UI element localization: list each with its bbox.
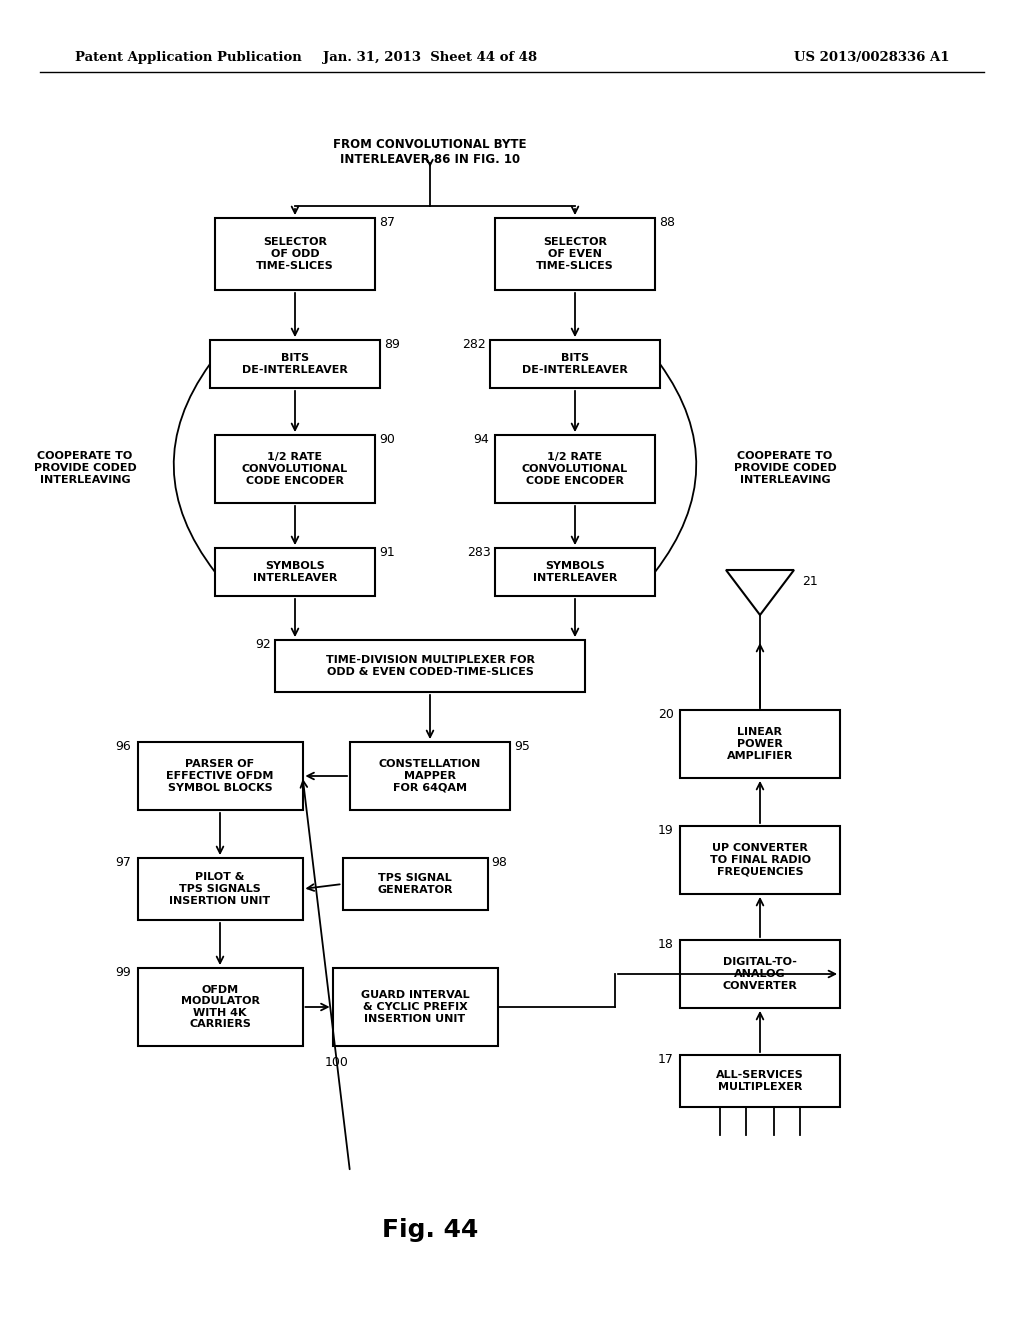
Bar	[342, 858, 487, 909]
Bar	[137, 742, 302, 810]
Text: BITS
DE-INTERLEAVER: BITS DE-INTERLEAVER	[242, 354, 348, 375]
Bar	[275, 640, 585, 692]
Text: DIGITAL-TO-
ANALOG
CONVERTER: DIGITAL-TO- ANALOG CONVERTER	[723, 957, 798, 990]
Text: PARSER OF
EFFECTIVE OFDM
SYMBOL BLOCKS: PARSER OF EFFECTIVE OFDM SYMBOL BLOCKS	[166, 759, 273, 792]
Bar	[680, 710, 840, 777]
Text: 92: 92	[255, 638, 270, 651]
Bar	[137, 858, 302, 920]
Text: Patent Application Publication: Patent Application Publication	[75, 51, 302, 65]
Text: Jan. 31, 2013  Sheet 44 of 48: Jan. 31, 2013 Sheet 44 of 48	[323, 51, 537, 65]
Text: 99: 99	[116, 966, 131, 979]
Text: 91: 91	[379, 546, 394, 558]
Text: 94: 94	[473, 433, 488, 446]
Text: 283: 283	[467, 546, 490, 558]
Text: CONSTELLATION
MAPPER
FOR 64QAM: CONSTELLATION MAPPER FOR 64QAM	[379, 759, 481, 792]
Text: 21: 21	[802, 576, 818, 587]
Text: 17: 17	[658, 1053, 674, 1067]
Text: SELECTOR
OF ODD
TIME-SLICES: SELECTOR OF ODD TIME-SLICES	[256, 238, 334, 271]
Text: 89: 89	[384, 338, 400, 351]
Bar	[215, 548, 375, 597]
Text: 100: 100	[325, 1056, 348, 1069]
Bar	[495, 548, 655, 597]
Text: TIME-DIVISION MULTIPLEXER FOR
ODD & EVEN CODED-TIME-SLICES: TIME-DIVISION MULTIPLEXER FOR ODD & EVEN…	[326, 655, 535, 677]
Text: Fig. 44: Fig. 44	[382, 1218, 478, 1242]
Bar	[495, 436, 655, 503]
Text: 1/2 RATE
CONVOLUTIONAL
CODE ENCODER: 1/2 RATE CONVOLUTIONAL CODE ENCODER	[522, 453, 628, 486]
Text: 88: 88	[659, 216, 675, 228]
Bar	[680, 826, 840, 894]
Bar	[350, 742, 510, 810]
Bar	[333, 968, 498, 1045]
Bar	[215, 436, 375, 503]
Text: OFDM
MODULATOR
WITH 4K
CARRIERS: OFDM MODULATOR WITH 4K CARRIERS	[180, 985, 259, 1030]
Bar	[137, 968, 302, 1045]
Text: LINEAR
POWER
AMPLIFIER: LINEAR POWER AMPLIFIER	[727, 727, 794, 760]
Bar	[495, 218, 655, 290]
Text: 90: 90	[379, 433, 395, 446]
Text: BITS
DE-INTERLEAVER: BITS DE-INTERLEAVER	[522, 354, 628, 375]
Text: COOPERATE TO
PROVIDE CODED
INTERLEAVING: COOPERATE TO PROVIDE CODED INTERLEAVING	[34, 451, 136, 484]
Text: US 2013/0028336 A1: US 2013/0028336 A1	[795, 51, 950, 65]
Text: COOPERATE TO
PROVIDE CODED
INTERLEAVING: COOPERATE TO PROVIDE CODED INTERLEAVING	[733, 451, 837, 484]
Text: 98: 98	[492, 855, 507, 869]
Text: FROM CONVOLUTIONAL BYTE
INTERLEAVER 86 IN FIG. 10: FROM CONVOLUTIONAL BYTE INTERLEAVER 86 I…	[333, 139, 526, 166]
Text: 18: 18	[658, 939, 674, 950]
Bar	[680, 1055, 840, 1107]
Text: 19: 19	[658, 824, 674, 837]
Bar	[215, 218, 375, 290]
Text: 282: 282	[462, 338, 485, 351]
Bar	[210, 341, 380, 388]
Text: SYMBOLS
INTERLEAVER: SYMBOLS INTERLEAVER	[253, 561, 337, 583]
Text: 20: 20	[658, 708, 674, 721]
Text: 1/2 RATE
CONVOLUTIONAL
CODE ENCODER: 1/2 RATE CONVOLUTIONAL CODE ENCODER	[242, 453, 348, 486]
Text: UP CONVERTER
TO FINAL RADIO
FREQUENCIES: UP CONVERTER TO FINAL RADIO FREQUENCIES	[710, 843, 811, 876]
Bar	[490, 341, 660, 388]
Text: TPS SIGNAL
GENERATOR: TPS SIGNAL GENERATOR	[377, 874, 453, 895]
Text: ALL-SERVICES
MULTIPLEXER: ALL-SERVICES MULTIPLEXER	[716, 1071, 804, 1092]
Text: SYMBOLS
INTERLEAVER: SYMBOLS INTERLEAVER	[532, 561, 617, 583]
Text: 97: 97	[116, 855, 131, 869]
Polygon shape	[726, 570, 794, 615]
Text: 87: 87	[379, 216, 395, 228]
Text: 95: 95	[514, 741, 529, 752]
Text: 96: 96	[116, 741, 131, 752]
Text: GUARD INTERVAL
& CYCLIC PREFIX
INSERTION UNIT: GUARD INTERVAL & CYCLIC PREFIX INSERTION…	[360, 990, 469, 1023]
Text: SELECTOR
OF EVEN
TIME-SLICES: SELECTOR OF EVEN TIME-SLICES	[537, 238, 613, 271]
Text: PILOT &
TPS SIGNALS
INSERTION UNIT: PILOT & TPS SIGNALS INSERTION UNIT	[169, 873, 270, 906]
Bar	[680, 940, 840, 1008]
